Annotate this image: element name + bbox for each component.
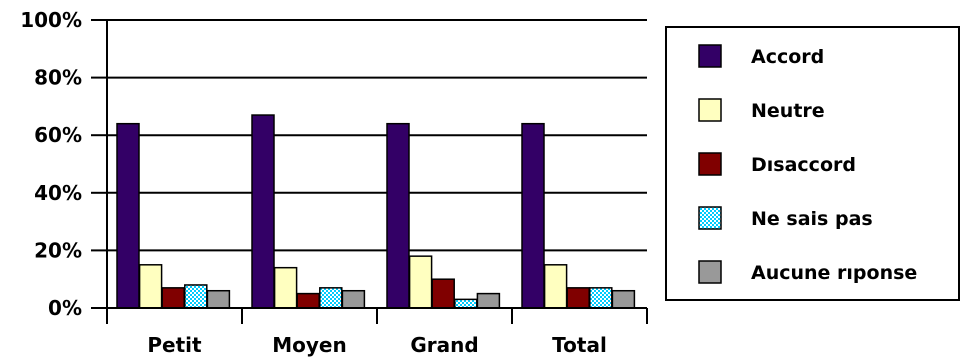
bar-aucune-rıponse-grand xyxy=(476,292,501,309)
y-tick-label: 100% xyxy=(20,8,82,32)
bar-aucune-rıponse-petit xyxy=(206,289,231,309)
bar-dısaccord-grand xyxy=(431,278,455,309)
legend: Accord Neutre Dısaccord Ne sais pas Aucune r… xyxy=(665,26,960,301)
y-tick-label: 40% xyxy=(34,181,82,205)
legend-swatch xyxy=(698,260,722,284)
legend-label: Neutre xyxy=(751,100,825,122)
y-tick-label: 80% xyxy=(34,66,82,90)
bar-ne-sais-pas-moyen xyxy=(319,287,343,309)
bar-ne-sais-pas-grand xyxy=(454,298,478,309)
legend-swatch xyxy=(698,44,722,68)
bar-accord-moyen xyxy=(251,114,275,309)
bar-dısaccord-total xyxy=(566,287,590,309)
bar-aucune-rıponse-total xyxy=(611,289,636,309)
legend-swatch xyxy=(698,98,722,122)
legend-label: Aucune rıponse xyxy=(751,262,917,284)
legend-swatch xyxy=(698,206,722,230)
bar-neutre-grand xyxy=(408,255,433,309)
y-tick-label: 60% xyxy=(34,123,82,147)
y-tick-label: 20% xyxy=(34,238,82,262)
bar-accord-petit xyxy=(116,122,140,309)
bar-neutre-petit xyxy=(138,264,163,309)
x-category-label: Grand xyxy=(410,333,478,357)
bar-aucune-rıponse-moyen xyxy=(341,289,366,309)
axes xyxy=(106,19,648,324)
y-axis-tick-labels: 0% 20% 40% 60% 80% 100% xyxy=(20,8,107,320)
legend-label: Accord xyxy=(751,46,824,68)
bars xyxy=(116,114,636,309)
bar-accord-total xyxy=(521,122,545,309)
bar-ne-sais-pas-petit xyxy=(184,284,208,309)
bar-accord-grand xyxy=(386,122,410,309)
legend-label: Dısaccord xyxy=(751,154,856,176)
legend-label: Ne sais pas xyxy=(751,208,873,230)
x-category-label: Petit xyxy=(147,333,202,357)
legend-swatch xyxy=(698,152,722,176)
bar-neutre-total xyxy=(543,264,568,309)
bar-neutre-moyen xyxy=(273,266,298,309)
y-tick-label: 0% xyxy=(48,296,82,320)
bar-dısaccord-moyen xyxy=(296,292,320,309)
x-axis-category-labels: Petit Moyen Grand Total xyxy=(147,333,606,357)
bar-ne-sais-pas-total xyxy=(589,287,613,309)
x-category-label: Moyen xyxy=(272,333,346,357)
bar-dısaccord-petit xyxy=(161,287,185,309)
x-category-label: Total xyxy=(552,333,607,357)
gridlines xyxy=(107,19,647,252)
